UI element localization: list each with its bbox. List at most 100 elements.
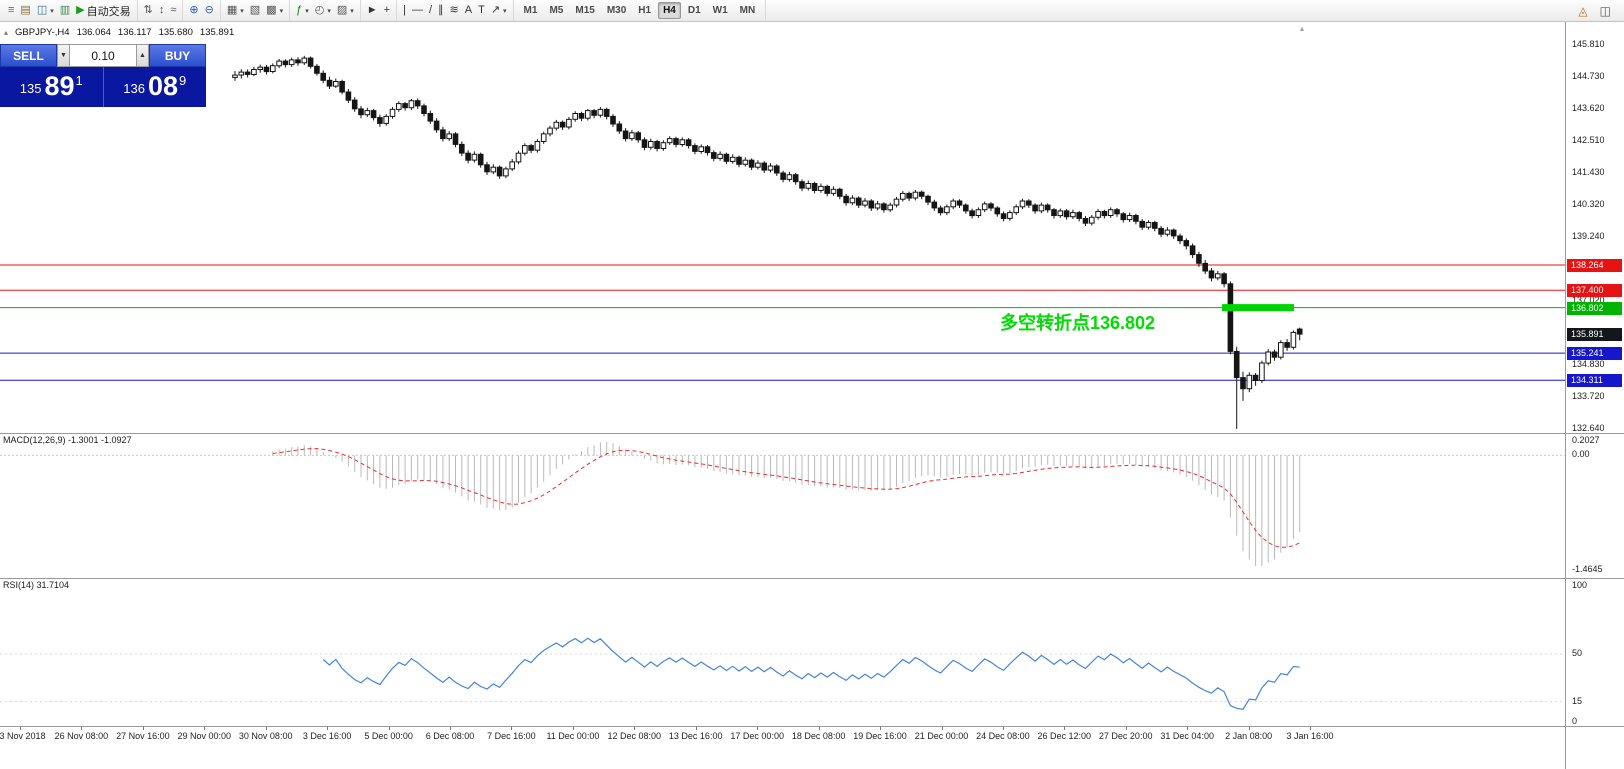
candle-body	[862, 200, 868, 206]
channel-icon[interactable]: ∥	[435, 2, 447, 20]
volume-increase-button[interactable]: ▲	[136, 44, 149, 67]
candle-body	[377, 117, 383, 124]
dropdown-arrow-icon[interactable]: ▾	[305, 7, 309, 15]
time-axis-tick	[695, 726, 697, 730]
templates-icon[interactable]: ▨ ▾	[334, 2, 357, 20]
main-chart[interactable]	[0, 22, 1565, 433]
candle-body	[792, 174, 799, 183]
sell-button[interactable]: SELL	[0, 44, 57, 67]
menu-icon[interactable]: ≡	[5, 2, 17, 20]
collapse-panel-icon[interactable]: ▴	[4, 28, 9, 37]
timeframe-mn-button[interactable]: MN	[739, 5, 756, 16]
time-axis[interactable]: 23 Nov 2018 26 Nov 08:00 27 Nov 16:00 29 No…	[0, 726, 1565, 748]
cascade-windows-icon[interactable]: ▧	[247, 2, 263, 20]
bars-style-icon[interactable]: ⇅	[141, 2, 156, 20]
dropdown-arrow-icon[interactable]: ▾	[327, 7, 331, 15]
time-axis-tick	[880, 726, 881, 730]
price-level-tag[interactable]: 135.241	[1567, 347, 1622, 361]
candle-body	[937, 207, 944, 214]
cursor-icon[interactable]: ►	[364, 2, 381, 20]
pivot-highlight-segment[interactable]	[1222, 304, 1294, 312]
candles-style-icon[interactable]: ↕	[156, 2, 168, 20]
candle-body	[421, 105, 427, 115]
candle-body	[408, 100, 415, 109]
tile-windows-icon[interactable]: ▦ ▾	[224, 2, 247, 20]
fibonacci-icon[interactable]: ≋	[447, 2, 462, 20]
candle-body	[301, 57, 308, 64]
arrows-icon[interactable]: ↗ ▾	[488, 2, 510, 20]
candle-body	[849, 197, 856, 204]
tile-windows-icon: ▦	[226, 4, 238, 16]
time-label: 18 Dec 08:00	[791, 731, 846, 741]
alerts-icon[interactable]: ◬	[1578, 3, 1588, 18]
arrange-windows-icon[interactable]: ▩ ▾	[263, 2, 286, 20]
price-level-tag[interactable]: 138.264	[1567, 259, 1622, 272]
label-icon[interactable]: T	[475, 2, 488, 20]
horizontal-line-icon[interactable]: —	[409, 2, 426, 20]
zoom-out-icon[interactable]: ⊖	[202, 2, 217, 20]
candle-body	[597, 108, 604, 116]
price-level-tag[interactable]: 134.311	[1567, 374, 1622, 388]
timeframe-d1-button[interactable]: D1	[687, 5, 701, 16]
dropdown-arrow-icon[interactable]: ▾	[350, 7, 354, 15]
candle-body	[295, 59, 301, 64]
one-click-price-row: 135 89 1 136 08 9	[0, 67, 206, 107]
timeframe-h4-button[interactable]: H4	[658, 2, 681, 19]
autotrading-button[interactable]: ▶ 自动交易	[73, 2, 133, 20]
dropdown-arrow-icon[interactable]: ▾	[279, 7, 284, 15]
candle-body	[692, 145, 698, 152]
candle-body	[1265, 351, 1272, 364]
charts-icon[interactable]: ◫ ▾	[34, 2, 57, 20]
buy-button[interactable]: BUY	[149, 44, 206, 67]
price-tick: 145.810	[1572, 39, 1605, 49]
buy-price-display[interactable]: 136 08 9	[103, 67, 206, 107]
time-axis-tick	[572, 726, 574, 730]
candle-body	[244, 71, 251, 75]
trendline-icon[interactable]: /	[426, 2, 435, 20]
price-level-tag[interactable]: 136.802	[1567, 301, 1622, 315]
dropdown-arrow-icon[interactable]: ▾	[240, 7, 244, 15]
price-scale[interactable]: 145.810 144.730 143.620 142.510 141.430 140.3…	[1565, 22, 1624, 769]
dropdown-arrow-icon[interactable]: ▾	[503, 7, 507, 15]
profiles-icon[interactable]: ▥	[57, 2, 73, 20]
macd-label: MACD(12,26,9) -1.3001 -1.0927	[3, 435, 132, 445]
crosshair-icon[interactable]: +	[381, 2, 393, 20]
vertical-line-icon[interactable]: |	[400, 2, 409, 20]
one-click-top-row: SELL ▼ ▲ BUY	[0, 44, 206, 67]
periods-icon[interactable]: ◴ ▾	[312, 2, 334, 20]
timeframe-m15-button[interactable]: M15	[575, 5, 595, 16]
candle-body	[591, 110, 597, 116]
candle-body	[736, 156, 742, 165]
candle-body	[830, 188, 837, 194]
dropdown-arrow-icon[interactable]: ▾	[50, 7, 54, 15]
candle-body	[931, 201, 938, 209]
text-icon[interactable]: A	[462, 2, 475, 20]
macd-chart[interactable]	[0, 433, 1565, 578]
candle-body	[414, 100, 421, 107]
candle-body	[799, 181, 805, 189]
timeframe-m1-button[interactable]: M1	[523, 5, 538, 16]
timeframe-m5-button[interactable]: M5	[549, 5, 564, 16]
candle-body	[988, 203, 994, 209]
rsi-chart[interactable]	[0, 578, 1565, 726]
candle-body	[509, 161, 515, 170]
price-level-tag[interactable]: 137.400	[1567, 284, 1622, 298]
timeframe-m30-button[interactable]: M30	[606, 5, 627, 16]
pivot-annotation-text[interactable]: 多空转折点136.802	[1000, 313, 1156, 333]
candle-body	[874, 203, 881, 209]
time-axis-tick	[1187, 726, 1189, 730]
timeframe-h1-button[interactable]: H1	[638, 5, 652, 16]
line-style-icon[interactable]: ≈	[167, 2, 179, 20]
zoom-in-icon[interactable]: ⊕	[186, 2, 201, 20]
candle-body	[1139, 220, 1146, 228]
volume-decrease-button[interactable]: ▼	[57, 44, 70, 67]
timeframe-w1-button[interactable]: W1	[712, 5, 728, 16]
time-axis-tick	[1064, 726, 1066, 730]
indicators-icon[interactable]: ƒ ▾	[293, 2, 312, 20]
chart-shift-marker-icon[interactable]: ▴	[1300, 24, 1305, 33]
candle-body	[484, 164, 490, 173]
sell-price-display[interactable]: 135 89 1	[0, 67, 103, 107]
new-order-icon[interactable]: ▤	[17, 2, 33, 20]
market-watch-icon[interactable]: ◫	[1599, 3, 1611, 18]
volume-input[interactable]	[70, 44, 136, 67]
